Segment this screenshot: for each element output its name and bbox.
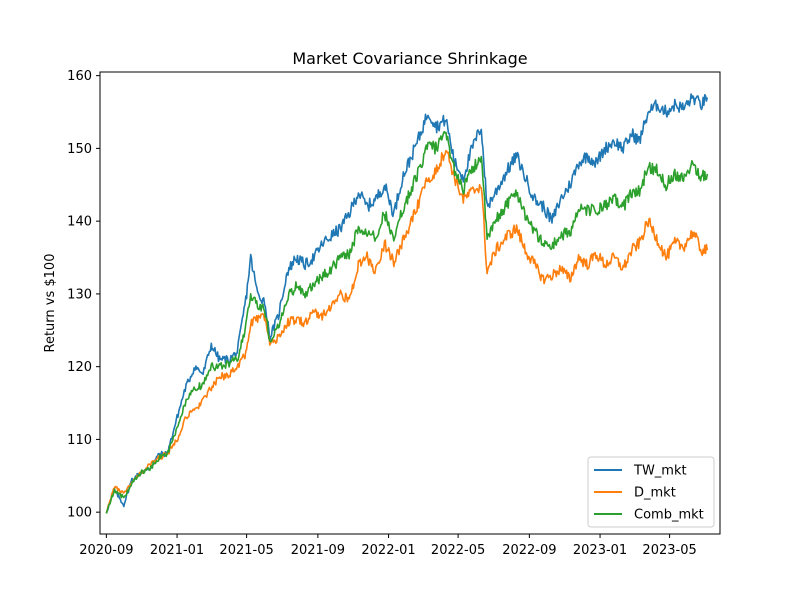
x-tick-label: 2023-01 xyxy=(573,543,627,558)
legend-label-Comb_mkt: Comb_mkt xyxy=(634,508,704,523)
plot-area xyxy=(105,93,709,514)
x-tick-label: 2021-01 xyxy=(150,543,204,558)
x-tick-label: 2020-09 xyxy=(79,543,133,558)
y-tick-label: 130 xyxy=(67,287,92,302)
x-tick-label: 2023-05 xyxy=(642,543,696,558)
x-tick-label: 2022-01 xyxy=(361,543,415,558)
y-tick-label: 150 xyxy=(67,142,92,157)
series-line-TW_mkt xyxy=(105,93,709,514)
x-axis: 2020-09 2021-01 2021-05 2021-09 2022-01 2022-… xyxy=(79,534,697,558)
y-tick-label: 100 xyxy=(67,506,92,521)
x-tick-label: 2022-05 xyxy=(431,543,485,558)
legend: TW_mkt D_mkt Comb_mkt xyxy=(587,456,715,528)
series-line-D_mkt xyxy=(105,149,709,514)
y-tick-label: 120 xyxy=(67,360,92,375)
legend-box xyxy=(587,456,715,528)
y-tick-label: 140 xyxy=(67,215,92,230)
chart-title: Market Covariance Shrinkage xyxy=(292,49,527,68)
axes-frame xyxy=(99,71,721,535)
y-axis-label: Return vs $100 xyxy=(43,254,58,353)
legend-label-D_mkt: D_mkt xyxy=(634,486,676,501)
x-tick-label: 2022-09 xyxy=(502,543,556,558)
series-line-Comb_mkt xyxy=(105,130,709,514)
legend-label-TW_mkt: TW_mkt xyxy=(633,464,687,479)
x-tick-label: 2021-05 xyxy=(219,543,273,558)
y-tick-label: 160 xyxy=(67,69,92,84)
x-tick-label: 2021-09 xyxy=(291,543,345,558)
y-axis: 100 110 120 130 140 150 160 xyxy=(67,69,100,521)
y-tick-label: 110 xyxy=(67,433,92,448)
